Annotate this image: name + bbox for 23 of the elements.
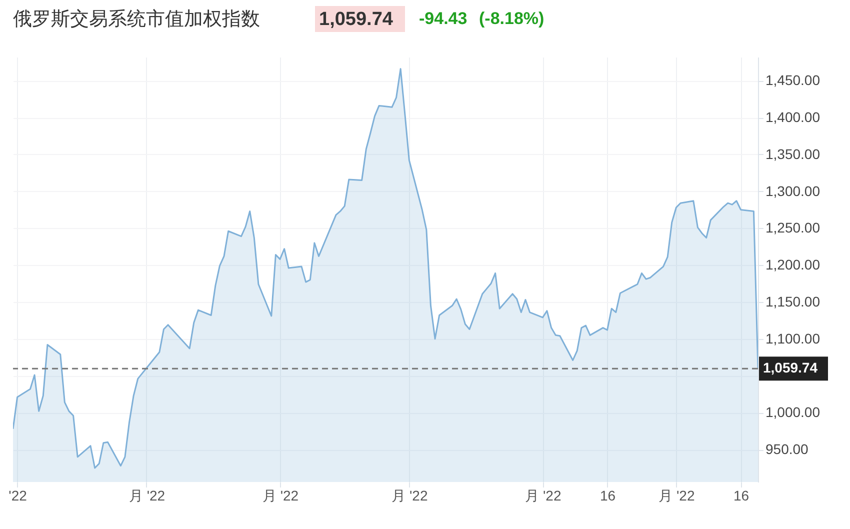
- y-tick-label: 1,300.00: [766, 182, 820, 199]
- x-tick-label: 月 '22: [262, 488, 299, 504]
- x-tick-label: 16: [600, 488, 616, 504]
- x-tick-label: 月 '22: [658, 488, 695, 504]
- x-tick-label: 月 '22: [525, 488, 562, 504]
- y-tick-label: 1,250.00: [766, 220, 820, 236]
- y-tick-label: 1,350.00: [766, 146, 820, 162]
- y-tick-label: 1,400.00: [766, 109, 820, 126]
- x-tick-label: 16: [733, 488, 750, 504]
- x-tick-label: 月 '22: [392, 488, 428, 504]
- y-tick-label: 1,200.00: [766, 256, 820, 273]
- text: 1,059.74: [319, 9, 394, 30]
- x-tick-label: 月 '22: [128, 488, 166, 504]
- ref-line-label: 1,059.74: [763, 360, 818, 376]
- y-tick-label: 950.00: [766, 441, 809, 458]
- text: -94.43: [419, 9, 468, 28]
- y-tick-label: 1,450.00: [766, 72, 820, 88]
- text: (-8.18%): [479, 9, 544, 28]
- x-tick-label: '22: [8, 488, 28, 504]
- y-tick-label: 1,000.00: [766, 404, 820, 420]
- y-tick-label: 1,100.00: [766, 330, 820, 346]
- y-tick-label: 1,150.00: [766, 293, 820, 310]
- chart-title: 俄罗斯交易系统市值加权指数: [13, 8, 260, 30]
